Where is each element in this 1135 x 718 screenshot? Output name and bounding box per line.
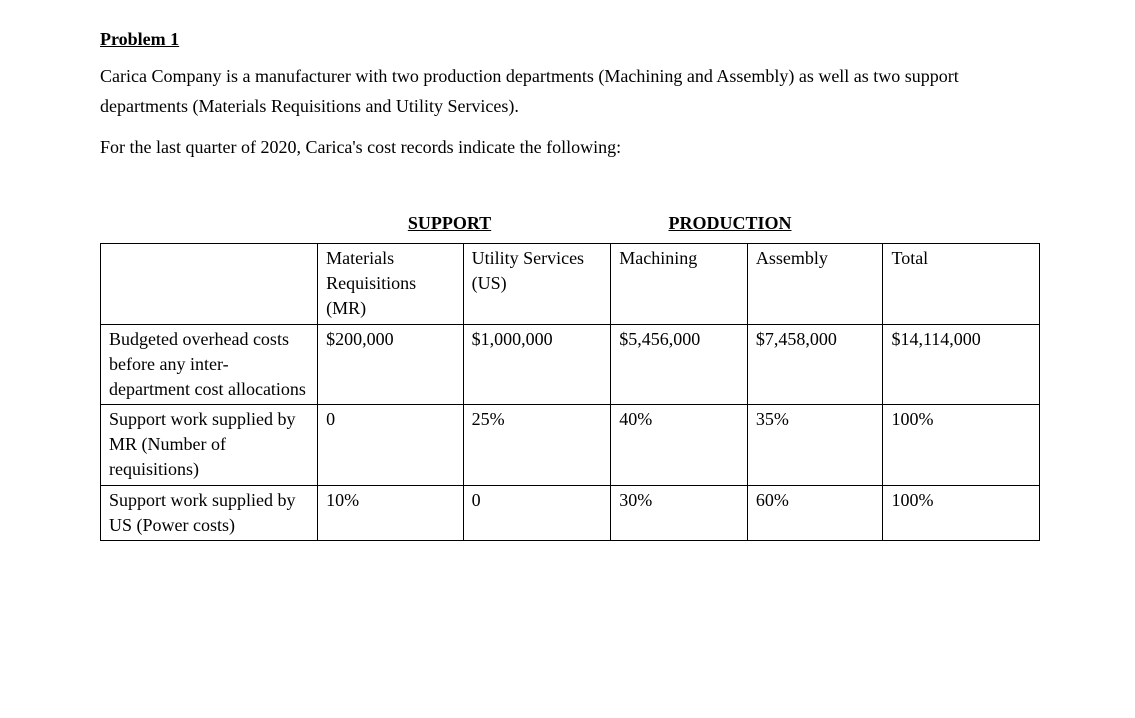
table-header-row: Materials Requisitions (MR) Utility Serv… — [101, 243, 1040, 324]
table-cell: 25% — [463, 405, 611, 486]
table-cell: 0 — [463, 485, 611, 540]
table-header-cell: Machining — [611, 243, 748, 324]
table-cell: 10% — [318, 485, 463, 540]
table-header-cell: Assembly — [747, 243, 883, 324]
table-cell: $200,000 — [318, 324, 463, 405]
intro-paragraph-2: For the last quarter of 2020, Carica's c… — [100, 132, 1035, 163]
section-header-support: SUPPORT — [297, 208, 602, 239]
table-row: Budgeted overhead costs before any inter… — [101, 324, 1040, 405]
section-header-row: SUPPORT PRODUCTION — [100, 208, 1035, 239]
cost-table: Materials Requisitions (MR) Utility Serv… — [100, 243, 1040, 541]
table-cell: 100% — [883, 485, 1040, 540]
header-spacer — [100, 208, 297, 239]
section-header-production: PRODUCTION — [602, 208, 858, 239]
table-cell: $1,000,000 — [463, 324, 611, 405]
table-row: Support work supplied by MR (Number of r… — [101, 405, 1040, 486]
table-header-cell: Utility Services (US) — [463, 243, 611, 324]
intro-paragraph-1: Carica Company is a manufacturer with tw… — [100, 61, 1035, 122]
table-cell: 0 — [318, 405, 463, 486]
table-cell: $7,458,000 — [747, 324, 883, 405]
table-cell: $14,114,000 — [883, 324, 1040, 405]
table-cell: 100% — [883, 405, 1040, 486]
table-cell: 35% — [747, 405, 883, 486]
table-cell: 40% — [611, 405, 748, 486]
table-cell: 60% — [747, 485, 883, 540]
table-cell: $5,456,000 — [611, 324, 748, 405]
table-cell-label: Budgeted overhead costs before any inter… — [101, 324, 318, 405]
table-header-cell: Total — [883, 243, 1040, 324]
table-row: Support work supplied by US (Power costs… — [101, 485, 1040, 540]
table-cell-label: Support work supplied by MR (Number of r… — [101, 405, 318, 486]
table-cell-label: Support work supplied by US (Power costs… — [101, 485, 318, 540]
table-header-cell: Materials Requisitions (MR) — [318, 243, 463, 324]
table-header-cell — [101, 243, 318, 324]
table-cell: 30% — [611, 485, 748, 540]
problem-title: Problem 1 — [100, 24, 1035, 55]
